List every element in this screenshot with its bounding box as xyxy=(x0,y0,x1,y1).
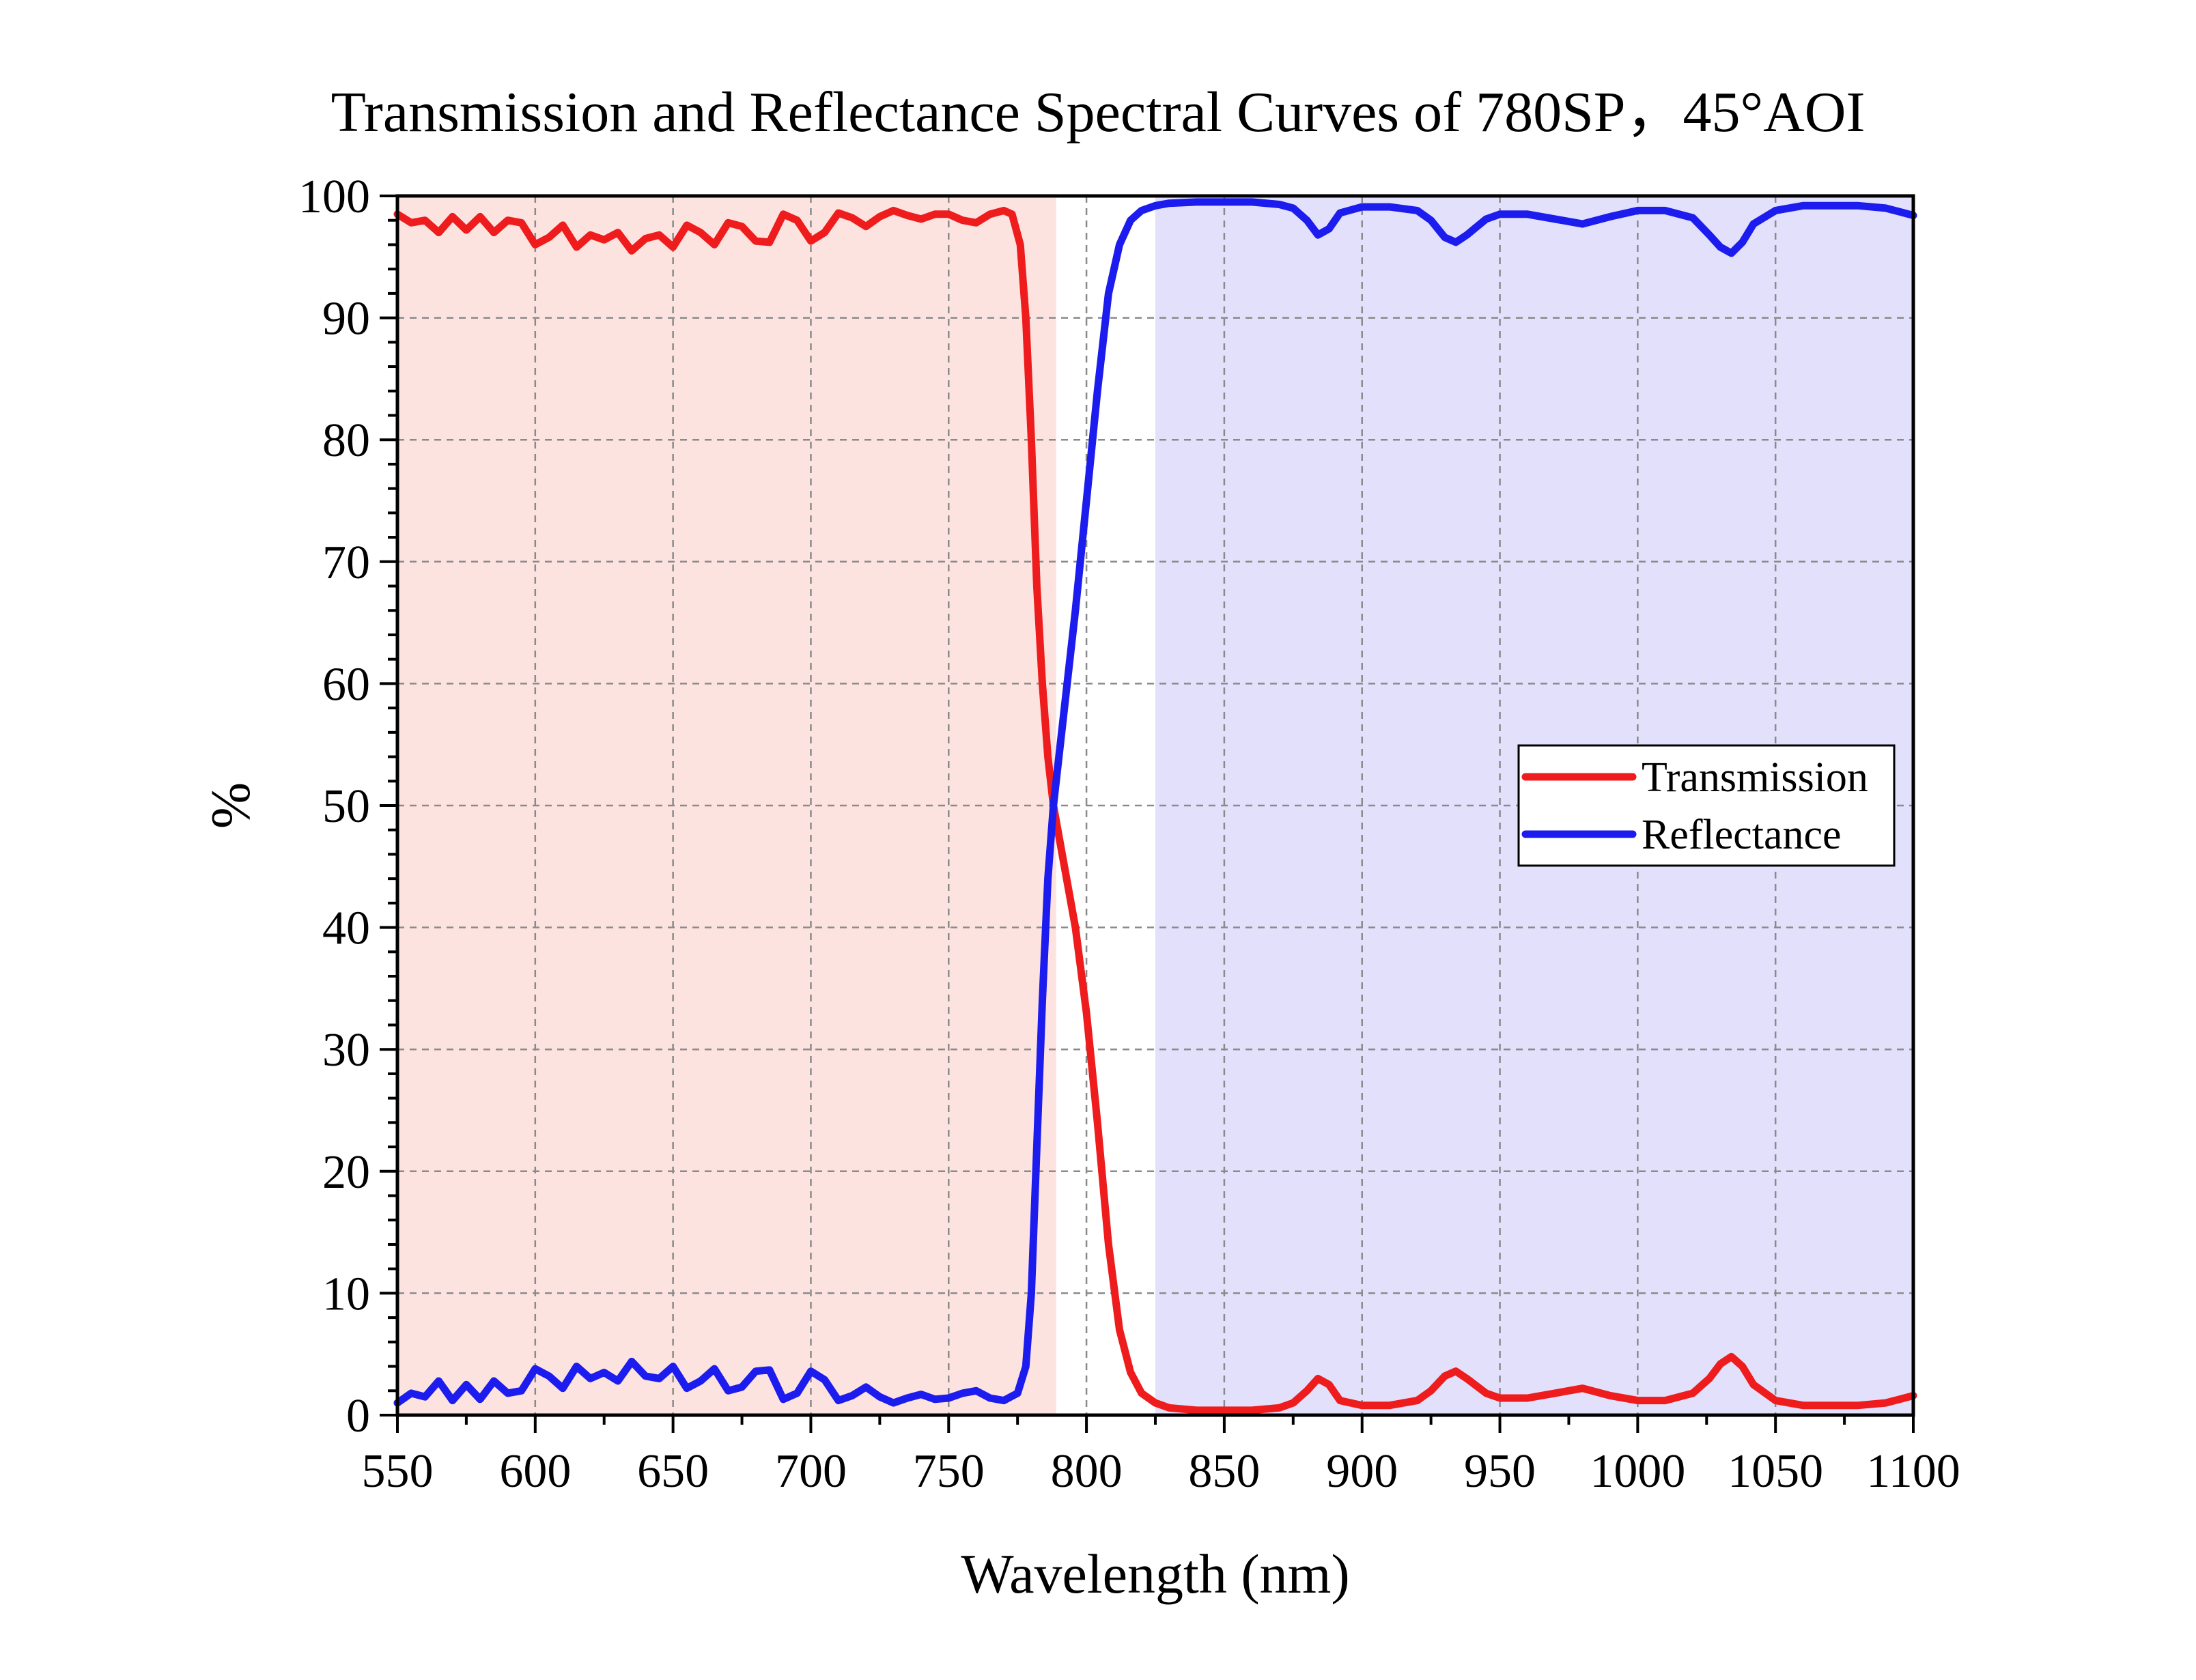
legend-label-transmission: Transmission xyxy=(1642,754,1868,801)
grid-lines xyxy=(397,196,1913,1415)
x-axis-title: Wavelength (nm) xyxy=(961,1543,1349,1605)
series-line-reflectance xyxy=(393,198,1917,1407)
x-tick-label: 750 xyxy=(913,1445,985,1498)
shaded-band xyxy=(397,196,1056,1415)
x-tick-label: 800 xyxy=(1051,1445,1123,1498)
legend: Transmission Reflectance xyxy=(1517,744,1896,867)
y-tick-label: 60 xyxy=(322,658,370,711)
legend-box xyxy=(1517,744,1896,867)
y-tick-label: 10 xyxy=(322,1268,370,1320)
legend-label-reflectance: Reflectance xyxy=(1642,812,1842,858)
x-tick-label: 1100 xyxy=(1866,1445,1960,1498)
x-tick-label: 900 xyxy=(1326,1445,1398,1498)
y-tick-label: 20 xyxy=(322,1146,370,1199)
y-axis-title: % xyxy=(199,782,262,829)
axis-ticks xyxy=(380,195,1915,1433)
x-tick-label: 600 xyxy=(499,1445,571,1498)
x-tick-label: 550 xyxy=(362,1445,434,1498)
x-tick-label: 700 xyxy=(775,1445,847,1498)
y-tick-label: 70 xyxy=(322,537,370,589)
x-tick-label: 1050 xyxy=(1728,1445,1823,1498)
chart-title: Transmission and Reflectance Spectral Cu… xyxy=(331,81,1866,144)
y-tick-label: 30 xyxy=(322,1024,370,1077)
series-line-transmission xyxy=(393,206,1917,1414)
y-tick-label: 80 xyxy=(322,414,370,467)
x-tick-label: 950 xyxy=(1464,1445,1536,1498)
x-tick-label: 650 xyxy=(637,1445,709,1498)
y-tick-label: 90 xyxy=(322,293,370,345)
x-tick-label: 850 xyxy=(1188,1445,1260,1498)
y-tick-label: 50 xyxy=(322,780,370,833)
x-tick-label: 1000 xyxy=(1590,1445,1685,1498)
y-tick-label: 0 xyxy=(346,1390,370,1442)
y-tick-label: 100 xyxy=(298,171,370,223)
series-layer xyxy=(393,198,1917,1414)
tick-labels: 550 600 650 700 750 800 850 900 950 1000 1050 11000… xyxy=(298,171,1960,1498)
y-tick-label: 40 xyxy=(322,902,370,955)
